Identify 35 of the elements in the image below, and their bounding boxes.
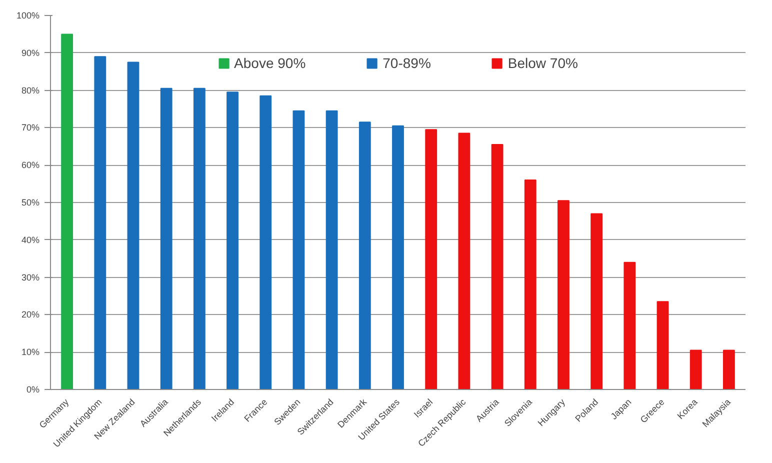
y-tick-label: 100% <box>16 10 40 20</box>
bar <box>193 88 206 390</box>
y-tick-label: 70% <box>21 122 40 133</box>
bar <box>558 200 570 390</box>
y-tick-label: 80% <box>21 85 40 96</box>
bar <box>722 350 735 390</box>
bar <box>160 88 172 390</box>
bar <box>690 350 702 390</box>
bar <box>326 110 338 390</box>
bar <box>127 62 140 390</box>
bar <box>590 213 603 390</box>
y-tick-label: 60% <box>21 160 40 170</box>
y-tick-label: 10% <box>21 347 40 358</box>
bar <box>491 144 504 390</box>
bar <box>458 132 470 390</box>
bar <box>425 129 438 390</box>
y-tick-label: 90% <box>21 48 40 58</box>
bar <box>656 301 669 390</box>
y-tick-label: 30% <box>21 272 40 282</box>
bar <box>392 125 404 390</box>
legend-label: Below 70% <box>508 55 578 71</box>
y-tick-label: 0% <box>26 384 40 394</box>
legend-label: Above 90% <box>234 55 306 71</box>
y-tick-label: 40% <box>21 234 40 245</box>
bar <box>94 56 106 390</box>
bar <box>624 262 636 390</box>
bar <box>260 95 272 390</box>
bar <box>226 92 238 390</box>
y-tick-label: 20% <box>21 310 40 320</box>
bar <box>524 180 536 390</box>
bar <box>292 110 305 390</box>
bar <box>358 122 371 390</box>
bar <box>61 34 74 390</box>
y-tick-label: 50% <box>21 198 40 208</box>
legend-label: 70-89% <box>382 55 431 71</box>
